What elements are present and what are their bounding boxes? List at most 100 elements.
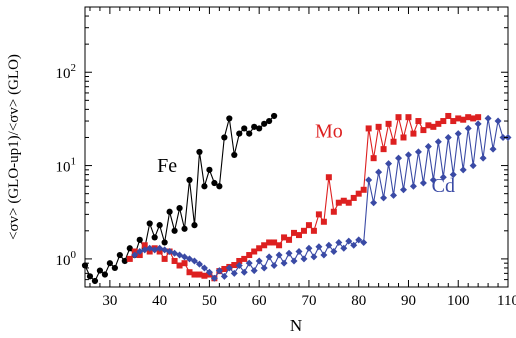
data-point xyxy=(470,115,477,122)
data-point xyxy=(96,267,104,274)
data-point xyxy=(420,127,427,134)
data-point xyxy=(181,260,188,267)
data-point xyxy=(365,176,373,184)
data-point xyxy=(385,160,393,168)
data-point xyxy=(345,199,352,206)
data-point xyxy=(360,238,368,246)
series-annotation-cd: Cd xyxy=(432,175,455,197)
data-point xyxy=(211,179,218,187)
data-point xyxy=(434,138,442,146)
data-point xyxy=(335,238,343,246)
data-point xyxy=(235,261,243,269)
data-point xyxy=(266,239,273,246)
data-point xyxy=(370,199,378,207)
x-axis: 30 40 50 60 70 80 90 100 110 xyxy=(89,7,516,309)
data-point xyxy=(246,252,253,259)
y-axis-label: <σv> (GLO-up1)/<σv> (GLO) xyxy=(6,54,22,240)
data-point xyxy=(256,125,263,132)
data-point xyxy=(355,190,362,197)
data-point xyxy=(265,253,273,261)
data-point xyxy=(171,257,178,264)
data-point xyxy=(271,239,278,246)
data-point xyxy=(325,241,333,249)
data-point xyxy=(116,251,123,259)
data-point xyxy=(190,257,198,265)
x-tick-label: 40 xyxy=(152,293,167,309)
data-point xyxy=(136,252,143,259)
data-point xyxy=(355,236,363,244)
y-tick-label: 102 xyxy=(56,62,77,82)
data-point xyxy=(186,176,193,184)
x-tick-label: 60 xyxy=(252,293,267,309)
data-point xyxy=(111,264,118,272)
data-point xyxy=(370,155,377,162)
annotation-layer: Fe Mo Cd xyxy=(157,120,455,197)
data-point xyxy=(320,251,328,259)
data-point xyxy=(86,273,94,280)
x-tick-label: 90 xyxy=(401,293,416,309)
x-tick-label: 100 xyxy=(447,293,470,309)
series-layer xyxy=(81,112,512,285)
x-tick-label: 70 xyxy=(301,293,316,309)
data-point xyxy=(460,116,467,123)
data-point xyxy=(226,115,233,122)
data-point xyxy=(171,227,178,234)
data-point xyxy=(275,251,283,259)
data-point xyxy=(440,118,447,125)
data-point xyxy=(181,225,188,232)
data-point xyxy=(245,259,253,267)
data-point xyxy=(291,229,298,236)
data-point xyxy=(281,234,288,241)
data-point xyxy=(205,268,213,276)
series-line xyxy=(134,118,508,280)
data-point xyxy=(390,191,398,199)
data-point xyxy=(340,197,347,204)
data-point xyxy=(231,262,238,269)
data-point xyxy=(305,222,312,229)
data-point xyxy=(151,234,158,241)
data-point xyxy=(225,264,233,272)
data-point xyxy=(414,148,422,156)
data-point xyxy=(240,268,248,276)
data-point xyxy=(489,145,497,153)
data-point xyxy=(410,130,417,137)
data-point xyxy=(195,260,203,268)
data-point xyxy=(404,151,412,159)
series-annotation-mo: Mo xyxy=(315,120,343,142)
data-point xyxy=(310,227,317,234)
data-point xyxy=(290,257,298,265)
data-point xyxy=(474,120,482,128)
data-point xyxy=(300,227,307,234)
data-point xyxy=(409,182,417,190)
data-point xyxy=(230,269,238,277)
data-point xyxy=(320,218,327,225)
data-point xyxy=(141,242,148,249)
y-tick-label: 100 xyxy=(56,249,77,269)
data-point xyxy=(380,194,388,202)
data-point xyxy=(465,114,472,121)
data-point xyxy=(494,117,502,125)
data-point xyxy=(340,244,348,252)
data-point xyxy=(121,257,128,265)
data-point xyxy=(196,271,203,278)
data-point xyxy=(146,220,153,227)
data-point xyxy=(335,199,342,206)
x-tick-label: 110 xyxy=(497,293,516,309)
data-point xyxy=(455,115,462,122)
data-point xyxy=(439,173,447,181)
data-point xyxy=(330,248,338,256)
data-point xyxy=(280,259,288,267)
data-point xyxy=(385,120,392,127)
data-point xyxy=(449,171,457,179)
data-point xyxy=(429,176,437,184)
data-point xyxy=(166,208,173,215)
data-point xyxy=(136,236,143,243)
data-point xyxy=(210,274,218,282)
data-point xyxy=(310,253,318,261)
data-point xyxy=(256,245,263,252)
data-point xyxy=(201,272,208,279)
data-point xyxy=(435,120,442,127)
data-point xyxy=(380,146,387,153)
data-point xyxy=(221,134,228,141)
